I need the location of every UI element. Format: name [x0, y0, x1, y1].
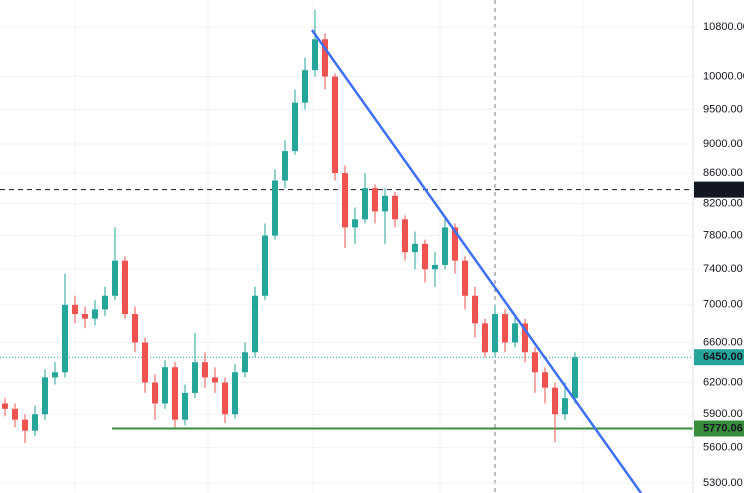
- y-tick-label: 8600.00: [703, 167, 743, 179]
- candle-body: [402, 219, 408, 253]
- candle-body: [222, 382, 228, 415]
- candle-body: [372, 188, 378, 212]
- candle-body: [382, 195, 388, 212]
- candle-body: [332, 76, 338, 174]
- candle-body: [572, 357, 578, 399]
- candle-body: [442, 227, 448, 265]
- candle-body: [502, 314, 508, 343]
- price-label-bg: [694, 420, 744, 437]
- candle-body: [92, 309, 98, 319]
- candle-body: [202, 362, 208, 378]
- y-tick-label: 5900.00: [703, 408, 743, 420]
- candle-body: [12, 408, 18, 420]
- candle-body: [312, 39, 318, 71]
- candle-body: [172, 367, 178, 420]
- candle-body: [532, 352, 538, 373]
- price-label: 8380.42: [703, 184, 743, 196]
- y-tick-label: 5300.00: [703, 477, 743, 489]
- candle-body: [132, 314, 138, 343]
- candle-body: [272, 180, 278, 236]
- candle-body: [142, 342, 148, 383]
- candle-body: [232, 372, 238, 415]
- candle-body: [522, 323, 528, 353]
- candle-body: [282, 151, 288, 181]
- trend-line: [310, 29, 643, 493]
- candle-body: [292, 102, 298, 152]
- candle-body: [462, 260, 468, 296]
- y-tick-label: 5600.00: [703, 442, 743, 454]
- candle-body: [562, 398, 568, 415]
- y-tick-label: 6200.00: [703, 376, 743, 388]
- candle-body: [62, 304, 68, 373]
- candle-body: [112, 260, 118, 296]
- y-tick-label: 10800.00: [703, 21, 744, 33]
- candle-body: [322, 39, 328, 77]
- candle-body: [472, 295, 478, 324]
- y-tick-label: 6600.00: [703, 336, 743, 348]
- candle-body: [192, 362, 198, 393]
- candle-body: [72, 304, 78, 315]
- y-tick-label: 9000.00: [703, 138, 743, 150]
- y-tick-label: 8200.00: [703, 197, 743, 209]
- candle-body: [352, 219, 358, 228]
- price-label-bg: [694, 181, 744, 198]
- candle-body: [152, 382, 158, 404]
- candle-body: [2, 403, 8, 409]
- candle-body: [422, 243, 428, 270]
- candle-body: [302, 70, 308, 103]
- candle-body: [492, 314, 498, 353]
- candle-body: [182, 392, 188, 420]
- vertical-grid: [74, 0, 584, 493]
- candle-body: [22, 419, 28, 431]
- candle-body: [52, 372, 58, 378]
- price-label: 6450.00: [703, 351, 743, 363]
- candle-body: [542, 372, 548, 388]
- candle-body: [242, 352, 248, 373]
- candle-body: [342, 173, 348, 228]
- candle-body: [512, 323, 518, 343]
- y-tick-label: 9500.00: [703, 103, 743, 115]
- candle-body: [392, 195, 398, 220]
- price-label-bg: [694, 349, 744, 366]
- candle-body: [452, 227, 458, 261]
- y-tick-label: 7800.00: [703, 229, 743, 241]
- candle-body: [482, 323, 488, 353]
- candle-body: [122, 260, 128, 315]
- candle-body: [212, 377, 218, 383]
- candle-body: [32, 414, 38, 431]
- candle-body: [252, 295, 258, 353]
- candle-body: [432, 264, 438, 270]
- candle-body: [552, 387, 558, 415]
- candle-body: [82, 314, 88, 319]
- y-tick-label: 7000.00: [703, 299, 743, 311]
- axis-labels: 5300.00 5600.00 5900.00 6200.00 6600.00 7000.…: [694, 21, 744, 489]
- y-tick-label: 7400.00: [703, 263, 743, 275]
- candle-body: [102, 295, 108, 310]
- candle-body: [262, 235, 268, 296]
- candle-body: [362, 188, 368, 220]
- candle-body: [412, 243, 418, 253]
- candle-body: [42, 377, 48, 415]
- candles: [2, 9, 578, 444]
- price-axis: [693, 0, 744, 493]
- price-label: 5770.06: [703, 422, 743, 434]
- candle-body: [162, 367, 168, 404]
- y-tick-label: 10000.00: [703, 70, 744, 82]
